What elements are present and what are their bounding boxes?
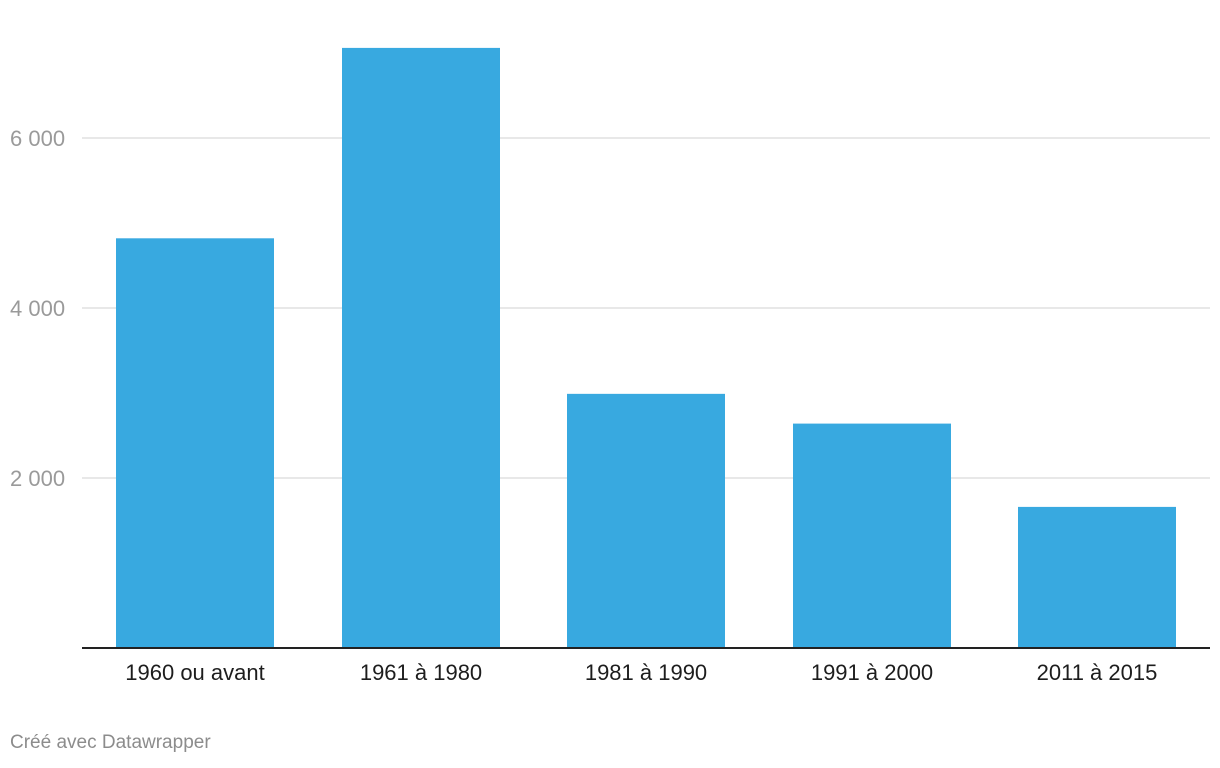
bars <box>116 47 1176 649</box>
y-tick-label: 2 000 <box>10 466 65 491</box>
bar <box>793 423 951 648</box>
x-tick-label: 1981 à 1990 <box>585 660 707 685</box>
y-tick-label: 4 000 <box>10 296 65 321</box>
bar <box>116 238 274 649</box>
x-tick-label: 1991 à 2000 <box>811 660 933 685</box>
x-tick-label: 2011 à 2015 <box>1037 660 1158 685</box>
x-tick-label: 1960 ou avant <box>125 660 264 685</box>
bar <box>567 393 725 648</box>
x-tick-label: 1961 à 1980 <box>360 660 482 685</box>
bar <box>342 47 500 648</box>
y-tick-label: 6 000 <box>10 126 65 151</box>
credit-text: Créé avec Datawrapper <box>10 732 211 753</box>
axes: 2 000 4 000 6 000 1960 ou avant 1961 à 1980 1… <box>10 126 1210 685</box>
bar <box>1018 506 1176 648</box>
